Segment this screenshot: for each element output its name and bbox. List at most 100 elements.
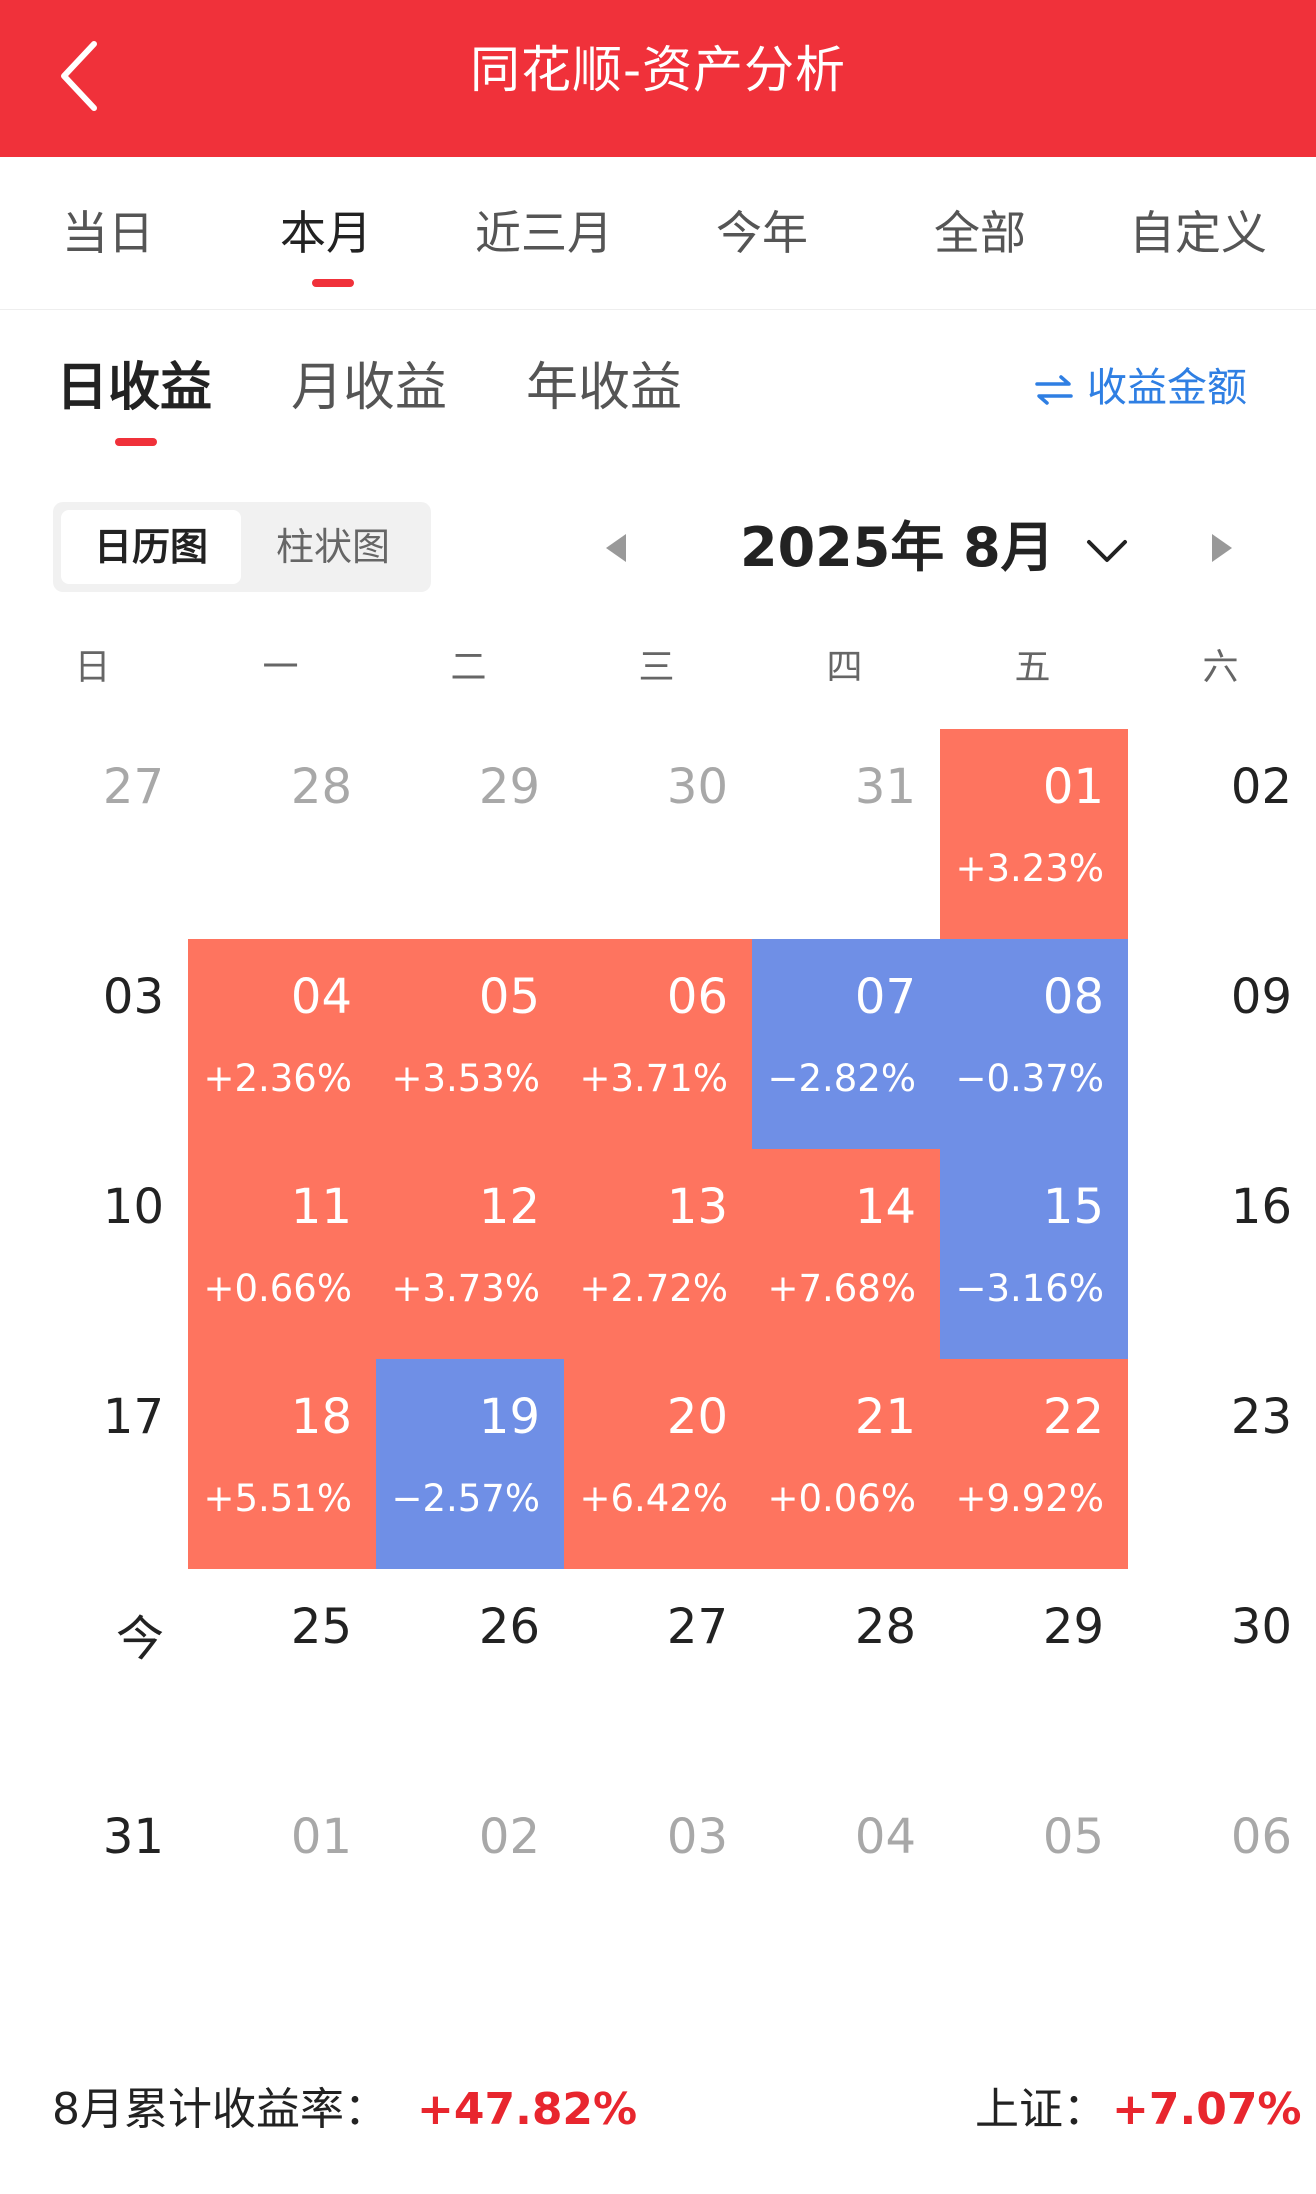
day-number: 今: [115, 1611, 164, 1667]
calendar-day-cell[interactable]: 18 +5.51%: [188, 1359, 376, 1569]
calendar-day-cell[interactable]: 16: [1128, 1149, 1316, 1359]
calendar-day-cell[interactable]: 11 +0.66%: [188, 1149, 376, 1359]
active-tab-indicator: [312, 279, 354, 287]
calendar-day-cell[interactable]: 29: [940, 1569, 1128, 1779]
tab-today[interactable]: 当日: [8, 157, 208, 309]
day-number: 05: [1042, 1809, 1104, 1865]
day-number: 03: [102, 969, 164, 1025]
weekday-label: 一: [262, 647, 299, 688]
calendar-day-cell[interactable]: 31: [752, 729, 940, 939]
calendar-day-cell[interactable]: 09: [1128, 939, 1316, 1149]
calendar-day-cell[interactable]: 15 −3.16%: [940, 1149, 1128, 1359]
day-number: 11: [290, 1179, 352, 1235]
calendar-day-cell[interactable]: 01: [188, 1779, 376, 1989]
day-number: 31: [854, 759, 916, 815]
calendar-day-cell[interactable]: 10: [0, 1149, 188, 1359]
day-return-percent: +0.06%: [767, 1477, 916, 1520]
calendar-day-cell[interactable]: 05: [940, 1779, 1128, 1989]
calendar-day-cell[interactable]: 03: [564, 1779, 752, 1989]
day-return-percent: +2.36%: [203, 1057, 352, 1100]
day-return-percent: +9.92%: [955, 1477, 1104, 1520]
calendar-day-cell[interactable]: 28: [188, 729, 376, 939]
day-number: 08: [1042, 969, 1104, 1025]
calendar-day-cell[interactable]: 03: [0, 939, 188, 1149]
day-return-percent: +3.23%: [955, 847, 1104, 890]
calendar-day-cell[interactable]: 31: [0, 1779, 188, 1989]
calendar-day-cell[interactable]: 06 +3.71%: [564, 939, 752, 1149]
tab-this-month[interactable]: 本月: [226, 157, 426, 309]
tab-label: 自定义: [1129, 206, 1267, 260]
day-number: 29: [1042, 1599, 1104, 1655]
day-return-percent: +3.73%: [391, 1267, 540, 1310]
day-return-percent: −2.82%: [767, 1057, 916, 1100]
calendar-day-cell[interactable]: 27: [0, 729, 188, 939]
calendar-day-cell[interactable]: 21 +0.06%: [752, 1359, 940, 1569]
tab-daily-profit[interactable]: 日收益: [56, 358, 213, 418]
day-number: 26: [478, 1599, 540, 1655]
calendar-day-cell[interactable]: 02: [376, 1779, 564, 1989]
calendar-day-cell[interactable]: 13 +2.72%: [564, 1149, 752, 1359]
toggle-profit-amount-button[interactable]: 收益金额: [1035, 358, 1247, 418]
period-tab-bar: 当日 本月 近三月 今年 全部 自定义: [0, 157, 1316, 310]
tab-label: 今年: [716, 206, 808, 260]
day-number: 30: [666, 759, 728, 815]
tab-custom[interactable]: 自定义: [1098, 157, 1298, 309]
active-tab-indicator: [115, 438, 157, 446]
calendar-day-cell[interactable]: 26: [376, 1569, 564, 1779]
calendar-day-cell[interactable]: 30: [1128, 1569, 1316, 1779]
calendar-view-button[interactable]: 日历图: [61, 510, 241, 584]
prev-month-icon[interactable]: [600, 528, 630, 572]
tab-all[interactable]: 全部: [880, 157, 1080, 309]
calendar-day-cell[interactable]: 19 −2.57%: [376, 1359, 564, 1569]
day-number: 02: [478, 1809, 540, 1865]
day-number: 05: [478, 969, 540, 1025]
calendar-day-cell[interactable]: 20 +6.42%: [564, 1359, 752, 1569]
day-return-percent: −0.37%: [955, 1057, 1104, 1100]
back-arrow-icon[interactable]: [52, 36, 122, 116]
day-return-percent: +3.53%: [391, 1057, 540, 1100]
calendar-day-cell[interactable]: 04 +2.36%: [188, 939, 376, 1149]
calendar-day-cell[interactable]: 04: [752, 1779, 940, 1989]
index-return-value: +7.07%: [1112, 2084, 1302, 2135]
calendar-day-cell[interactable]: 28: [752, 1569, 940, 1779]
day-number: 28: [854, 1599, 916, 1655]
view-switch: 日历图 柱状图: [53, 502, 431, 592]
summary-bar: 8月累计收益率： +47.82% 上证： +7.07%: [0, 2070, 1316, 2150]
calendar-day-cell[interactable]: 25: [188, 1569, 376, 1779]
month-selector[interactable]: 2025年 8月: [740, 500, 1129, 595]
monthly-return-value: +47.82%: [417, 2084, 638, 2135]
calendar-day-cell[interactable]: 08 −0.37%: [940, 939, 1128, 1149]
tab-monthly-profit[interactable]: 月收益: [291, 358, 448, 418]
calendar-day-cell[interactable]: 05 +3.53%: [376, 939, 564, 1149]
index-label: 上证：: [975, 2084, 1107, 2135]
tab-label: 近三月: [475, 206, 613, 260]
tab-this-year[interactable]: 今年: [662, 157, 862, 309]
day-number: 04: [290, 969, 352, 1025]
day-number: 04: [854, 1809, 916, 1865]
next-month-icon[interactable]: [1208, 528, 1238, 572]
tab-last-three-months[interactable]: 近三月: [444, 157, 644, 309]
day-number: 06: [1230, 1809, 1292, 1865]
tab-yearly-profit[interactable]: 年收益: [526, 358, 683, 418]
calendar-day-cell[interactable]: 22 +9.92%: [940, 1359, 1128, 1569]
calendar-day-cell[interactable]: 29: [376, 729, 564, 939]
calendar-day-cell[interactable]: 12 +3.73%: [376, 1149, 564, 1359]
calendar-day-cell[interactable]: 01 +3.23%: [940, 729, 1128, 939]
chevron-down-icon: [1086, 540, 1127, 563]
weekday-label: 二: [450, 647, 487, 688]
calendar-day-cell[interactable]: 17: [0, 1359, 188, 1569]
calendar-day-cell[interactable]: 今: [0, 1569, 188, 1779]
day-return-percent: +5.51%: [203, 1477, 352, 1520]
calendar-day-cell[interactable]: 27: [564, 1569, 752, 1779]
calendar-day-cell[interactable]: 07 −2.82%: [752, 939, 940, 1149]
calendar-day-cell[interactable]: 23: [1128, 1359, 1316, 1569]
day-number: 31: [102, 1809, 164, 1865]
day-number: 06: [666, 969, 728, 1025]
bar-chart-view-button[interactable]: 柱状图: [275, 525, 390, 569]
calendar-day-cell[interactable]: 14 +7.68%: [752, 1149, 940, 1359]
calendar-day-cell[interactable]: 06: [1128, 1779, 1316, 1989]
calendar-day-cell[interactable]: 30: [564, 729, 752, 939]
day-number: 30: [1230, 1599, 1292, 1655]
day-number: 27: [666, 1599, 728, 1655]
calendar-day-cell[interactable]: 02: [1128, 729, 1316, 939]
